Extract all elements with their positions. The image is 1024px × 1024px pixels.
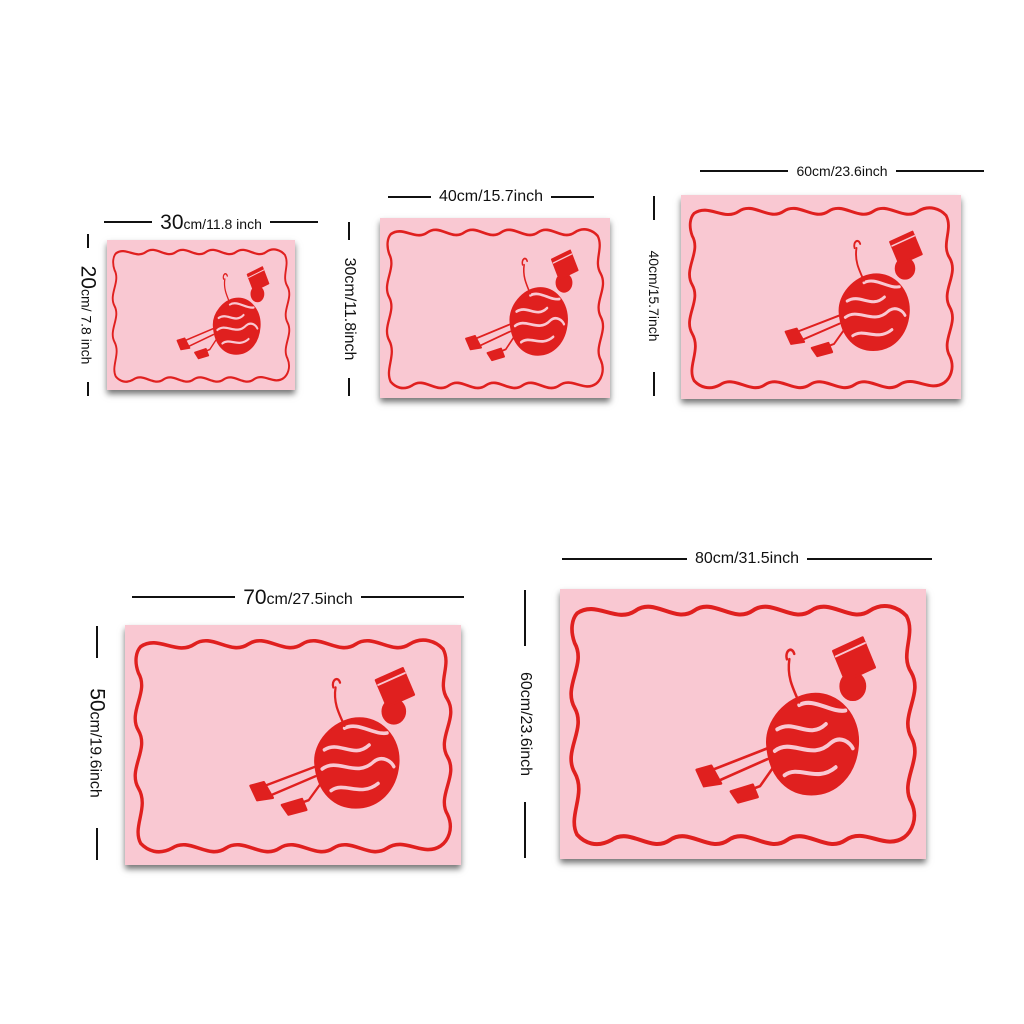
width-label-unit: cm/11.8 inch	[183, 215, 262, 232]
width-label-unit: cm/27.5inch	[266, 590, 353, 608]
canvas-print-70x50	[125, 625, 461, 865]
woman-reading-figure	[249, 667, 416, 816]
woman-reading-figure	[465, 249, 579, 362]
width-label: 80cm/31.5inch	[694, 550, 800, 567]
wavy-frame	[688, 206, 954, 390]
canvas-print-30x20	[107, 240, 295, 390]
height-label: 30cm/11.8inch	[341, 257, 358, 361]
width-dimension: 70cm/27.5inch	[132, 584, 464, 610]
canvas-print-40x30	[380, 218, 610, 398]
artwork-svg	[107, 240, 295, 390]
height-dimension: 40cm/15.7inch	[644, 196, 664, 396]
height-label-number: 50	[85, 688, 109, 712]
artwork-svg	[125, 625, 461, 865]
artwork-svg	[681, 195, 961, 399]
height-dimension: 60cm/23.6inch	[514, 590, 536, 858]
wavy-frame	[133, 638, 453, 854]
width-dimension: 80cm/31.5inch	[562, 548, 932, 570]
height-label: 40cm/15.7inch	[646, 250, 662, 342]
wavy-frame	[385, 227, 605, 390]
width-label-number: 70	[243, 585, 267, 609]
height-label-unit: cm/ 7.8 inch	[78, 288, 95, 365]
height-label: 60cm/23.6inch	[517, 671, 534, 777]
width-label-number: 30	[160, 210, 184, 234]
wavy-frame	[569, 603, 917, 847]
width-label: 40cm/15.7inch	[438, 188, 544, 205]
artwork-svg	[380, 218, 610, 398]
width-dimension: 40cm/15.7inch	[388, 186, 594, 208]
width-dimension: 30cm/11.8 inch	[104, 210, 319, 234]
height-label-number: 20	[76, 265, 100, 289]
height-dimension: 50cm/19.6inch	[84, 626, 110, 860]
canvas-print-80x60	[560, 589, 926, 859]
height-dimension: 20cm/ 7.8 inch	[76, 234, 100, 396]
woman-reading-figure	[695, 636, 876, 804]
artwork-svg	[560, 589, 926, 859]
woman-reading-figure	[176, 266, 270, 360]
height-label-unit: cm/19.6inch	[86, 711, 104, 798]
height-dimension: 30cm/11.8inch	[338, 222, 360, 396]
wavy-frame	[111, 248, 291, 383]
woman-reading-figure	[784, 230, 923, 358]
width-label: 60cm/23.6inch	[796, 163, 888, 179]
width-dimension: 60cm/23.6inch	[700, 161, 984, 181]
canvas-print-60x40	[681, 195, 961, 399]
